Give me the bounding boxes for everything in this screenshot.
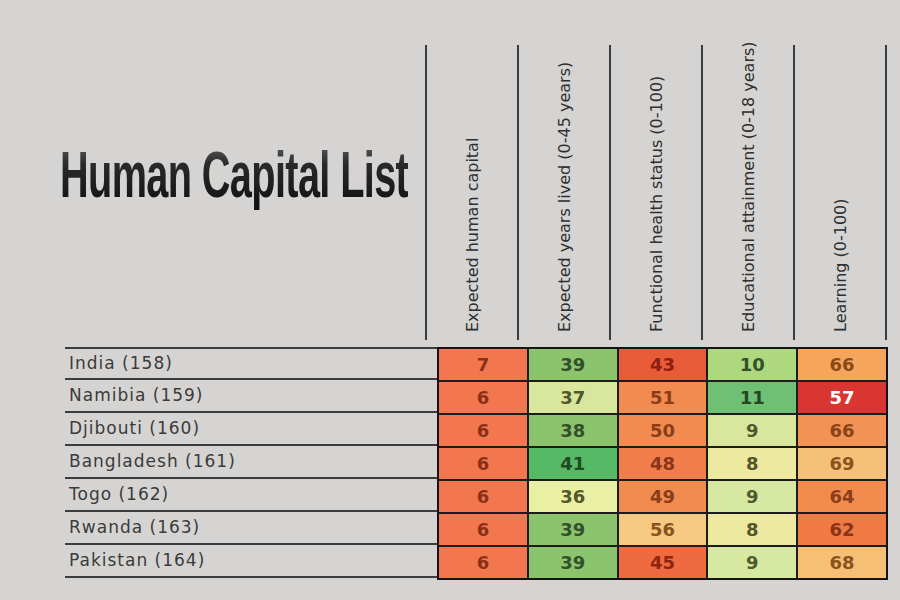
row-label-4: Bangladesh (161) (65, 446, 437, 479)
column-header-label: Functional health status (0-100) (647, 76, 666, 332)
data-cell-r2-c4: 11 (708, 382, 796, 413)
data-cell-r6-c3: 56 (619, 514, 707, 545)
data-cell-r5-c1: 6 (439, 481, 527, 512)
data-cell-r3-c4: 9 (708, 415, 796, 446)
column-header-label: Expected human capital (463, 138, 482, 332)
data-grid: 7394310666375111576385096664148869636499… (437, 347, 888, 580)
row-label-5: Togo (162) (65, 479, 437, 512)
column-header-4: Educational attainment (0-18 years) (701, 45, 793, 340)
data-cell-r7-c5: 68 (798, 547, 886, 578)
data-cell-r5-c5: 64 (798, 481, 886, 512)
column-header-label: Expected years lived (0-45 years) (555, 62, 574, 332)
data-cell-r5-c2: 36 (529, 481, 617, 512)
data-cell-r2-c1: 6 (439, 382, 527, 413)
row-label-2: Namibia (159) (65, 380, 437, 413)
data-cell-r1-c5: 66 (798, 349, 886, 380)
row-labels: India (158)Namibia (159)Djibouti (160)Ba… (65, 347, 437, 578)
data-cell-r7-c1: 6 (439, 547, 527, 578)
column-header-label: Educational attainment (0-18 years) (739, 41, 758, 332)
column-header-1: Expected human capital (425, 45, 517, 340)
data-cell-r3-c1: 6 (439, 415, 527, 446)
data-cell-r1-c2: 39 (529, 349, 617, 380)
row-label-1: India (158) (65, 347, 437, 380)
column-headers: Expected human capital Expected years liv… (425, 45, 887, 340)
column-header-2: Expected years lived (0-45 years) (517, 45, 609, 340)
data-cell-r4-c2: 41 (529, 448, 617, 479)
data-cell-r4-c1: 6 (439, 448, 527, 479)
data-cell-r6-c5: 62 (798, 514, 886, 545)
data-cell-r3-c5: 66 (798, 415, 886, 446)
data-cell-r6-c4: 8 (708, 514, 796, 545)
data-cell-r1-c4: 10 (708, 349, 796, 380)
data-cell-r3-c3: 50 (619, 415, 707, 446)
row-label-3: Djibouti (160) (65, 413, 437, 446)
row-label-6: Rwanda (163) (65, 512, 437, 545)
data-cell-r7-c3: 45 (619, 547, 707, 578)
data-cell-r5-c4: 9 (708, 481, 796, 512)
data-cell-r2-c3: 51 (619, 382, 707, 413)
data-cell-r1-c3: 43 (619, 349, 707, 380)
column-header-5: Learning (0-100) (793, 45, 885, 340)
data-cell-r4-c4: 8 (708, 448, 796, 479)
data-cell-r7-c4: 9 (708, 547, 796, 578)
data-cell-r5-c3: 49 (619, 481, 707, 512)
data-cell-r7-c2: 39 (529, 547, 617, 578)
data-cell-r2-c5: 57 (798, 382, 886, 413)
data-cell-r6-c1: 6 (439, 514, 527, 545)
data-cell-r1-c1: 7 (439, 349, 527, 380)
data-cell-r4-c5: 69 (798, 448, 886, 479)
data-cell-r4-c3: 48 (619, 448, 707, 479)
column-header-label: Learning (0-100) (831, 198, 850, 332)
page-title: Human Capital List (60, 138, 408, 212)
data-cell-r2-c2: 37 (529, 382, 617, 413)
data-cell-r3-c2: 38 (529, 415, 617, 446)
row-label-7: Pakistan (164) (65, 545, 437, 578)
data-cell-r6-c2: 39 (529, 514, 617, 545)
column-header-3: Functional health status (0-100) (609, 45, 701, 340)
